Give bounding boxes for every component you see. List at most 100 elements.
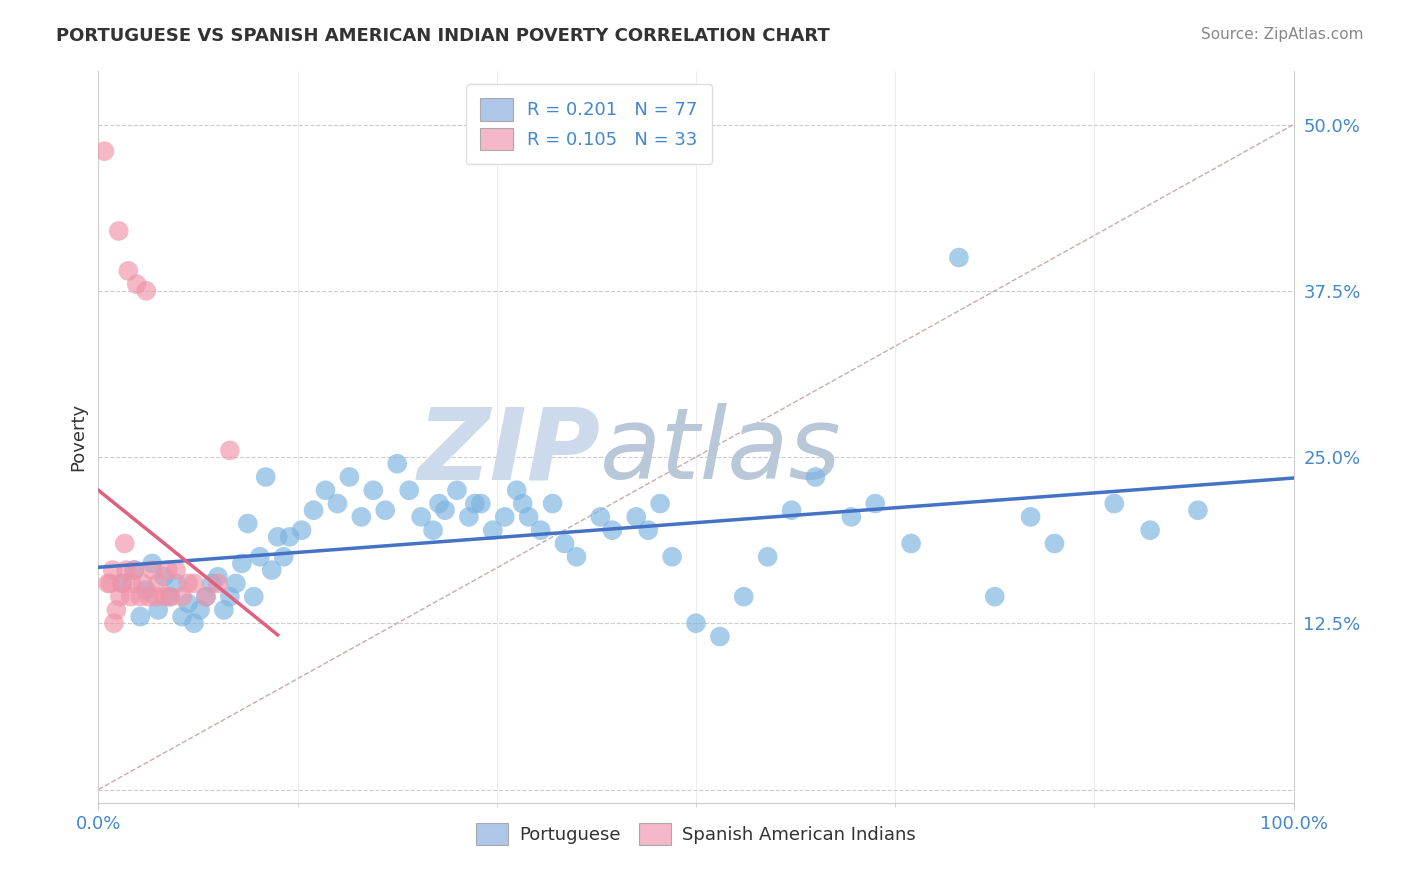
Point [512, 497, 534, 511]
Point [131, 576, 153, 591]
Point [565, 549, 588, 564]
Point [117, 264, 139, 278]
Point [177, 576, 200, 591]
Point [195, 590, 218, 604]
Point [1019, 509, 1042, 524]
Point [363, 483, 385, 498]
Point [427, 497, 450, 511]
Point [661, 549, 683, 564]
Point [115, 563, 138, 577]
Point [177, 596, 200, 610]
Point [506, 483, 529, 498]
Point [93, 144, 115, 158]
Point [494, 509, 516, 524]
Point [129, 590, 152, 604]
Point [733, 590, 755, 604]
Point [804, 470, 827, 484]
Point [273, 549, 295, 564]
Point [709, 630, 731, 644]
Point [129, 609, 152, 624]
Point [135, 284, 157, 298]
Point [124, 563, 146, 577]
Point [315, 483, 337, 498]
Point [841, 509, 863, 524]
Point [780, 503, 803, 517]
Point [111, 576, 134, 591]
Point [141, 557, 163, 571]
Point [470, 497, 492, 511]
Y-axis label: Poverty: Poverty [69, 403, 87, 471]
Point [183, 576, 205, 591]
Point [124, 563, 146, 577]
Point [267, 530, 290, 544]
Point [626, 509, 648, 524]
Point [398, 483, 420, 498]
Point [260, 563, 283, 577]
Point [219, 443, 242, 458]
Point [125, 277, 148, 292]
Point [481, 523, 505, 537]
Point [98, 576, 122, 591]
Point [756, 549, 779, 564]
Point [120, 590, 142, 604]
Point [1139, 523, 1161, 537]
Point [350, 509, 373, 524]
Point [326, 497, 349, 511]
Legend: Portuguese, Spanish American Indians: Portuguese, Spanish American Indians [468, 816, 924, 852]
Point [159, 590, 181, 604]
Point [138, 590, 160, 604]
Point [589, 509, 612, 524]
Point [225, 576, 247, 591]
Point [105, 603, 128, 617]
Point [159, 590, 181, 604]
Point [517, 509, 540, 524]
Point [530, 523, 553, 537]
Point [195, 590, 218, 604]
Text: Source: ZipAtlas.com: Source: ZipAtlas.com [1201, 27, 1364, 42]
Point [231, 557, 253, 571]
Point [637, 523, 659, 537]
Point [948, 251, 970, 265]
Point [900, 536, 922, 550]
Point [153, 590, 176, 604]
Point [236, 516, 259, 531]
Point [411, 509, 433, 524]
Point [141, 563, 163, 577]
Point [1104, 497, 1126, 511]
Point [156, 563, 179, 577]
Point [385, 457, 409, 471]
Text: PORTUGUESE VS SPANISH AMERICAN INDIAN POVERTY CORRELATION CHART: PORTUGUESE VS SPANISH AMERICAN INDIAN PO… [56, 27, 830, 45]
Point [685, 616, 707, 631]
Point [302, 503, 325, 517]
Point [165, 576, 187, 591]
Point [153, 570, 176, 584]
Point [183, 616, 205, 631]
Point [374, 503, 396, 517]
Point [121, 576, 143, 591]
Point [172, 590, 194, 604]
Point [148, 603, 170, 617]
Point [188, 603, 211, 617]
Point [97, 576, 120, 591]
Point [254, 470, 277, 484]
Point [984, 590, 1007, 604]
Point [103, 616, 125, 631]
Point [602, 523, 624, 537]
Point [541, 497, 564, 511]
Point [291, 523, 314, 537]
Text: ZIP: ZIP [418, 403, 600, 500]
Point [446, 483, 468, 498]
Point [464, 497, 486, 511]
Point [1187, 503, 1209, 517]
Point [145, 590, 167, 604]
Point [172, 609, 194, 624]
Point [434, 503, 457, 517]
Point [1043, 536, 1066, 550]
Point [201, 576, 224, 591]
Point [458, 509, 481, 524]
Point [207, 576, 229, 591]
Point [207, 570, 229, 584]
Point [339, 470, 361, 484]
Point [422, 523, 444, 537]
Point [111, 576, 134, 591]
